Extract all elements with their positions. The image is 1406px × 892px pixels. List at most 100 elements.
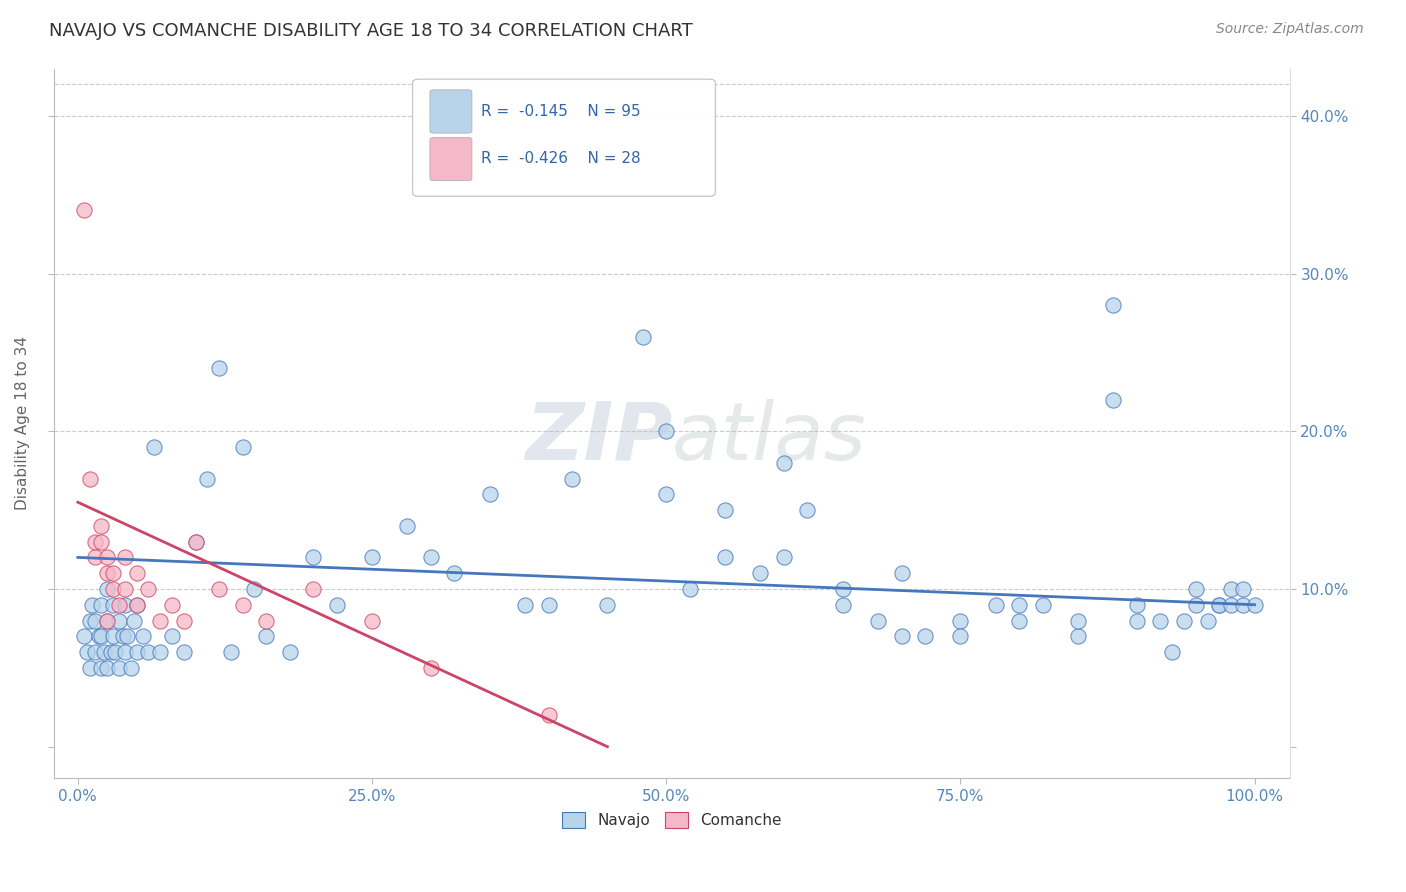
Point (1220, 582, 1243, 596)
Point (149, 614, 172, 628)
Point (90, 519, 112, 533)
Point (96, 550, 118, 565)
Point (361, 550, 384, 565)
FancyBboxPatch shape (412, 79, 716, 196)
Point (96, 614, 118, 628)
Point (96, 582, 118, 596)
FancyBboxPatch shape (430, 90, 472, 133)
Point (984, 598, 1007, 612)
Point (173, 614, 195, 628)
Point (80, 598, 103, 612)
Point (120, 661, 142, 675)
Point (1008, 614, 1031, 628)
Point (84, 645, 107, 659)
Point (1184, 582, 1206, 596)
Point (100, 645, 122, 659)
Point (1232, 598, 1254, 612)
Point (949, 629, 972, 643)
Point (254, 614, 277, 628)
Point (537, 708, 560, 723)
Point (714, 550, 737, 565)
Point (890, 566, 912, 581)
Point (1243, 598, 1265, 612)
Point (1173, 614, 1195, 628)
Point (208, 361, 231, 376)
Text: Source: ZipAtlas.com: Source: ZipAtlas.com (1216, 22, 1364, 37)
Point (254, 629, 277, 643)
Point (1032, 598, 1054, 612)
FancyBboxPatch shape (430, 137, 472, 181)
Point (138, 582, 160, 596)
Point (124, 614, 146, 628)
Point (96, 566, 118, 581)
Point (125, 598, 148, 612)
Point (184, 534, 207, 549)
Point (1008, 598, 1031, 612)
Point (714, 503, 737, 517)
Point (561, 472, 583, 486)
Point (631, 329, 654, 343)
Point (478, 487, 501, 501)
Point (278, 645, 301, 659)
Point (232, 598, 254, 612)
Point (160, 598, 183, 612)
Point (890, 629, 912, 643)
Point (1149, 614, 1171, 628)
Text: R =  -0.426    N = 28: R = -0.426 N = 28 (481, 151, 640, 166)
Point (90, 534, 112, 549)
Point (796, 503, 818, 517)
Point (655, 487, 678, 501)
Point (914, 629, 936, 643)
Point (1126, 598, 1149, 612)
Point (773, 456, 796, 470)
Point (302, 582, 325, 596)
Point (125, 566, 148, 581)
Point (655, 424, 678, 438)
Point (84, 534, 107, 549)
Point (302, 550, 325, 565)
Point (79, 472, 101, 486)
Point (443, 566, 465, 581)
Point (1208, 598, 1230, 612)
Point (1067, 614, 1090, 628)
Point (101, 566, 124, 581)
Point (149, 645, 172, 659)
Point (208, 582, 231, 596)
Point (79, 661, 101, 675)
Point (1102, 298, 1125, 312)
Point (90, 598, 112, 612)
Point (866, 614, 889, 628)
Point (76, 645, 98, 659)
Point (1184, 598, 1206, 612)
Point (101, 629, 124, 643)
Point (125, 645, 148, 659)
Point (243, 582, 266, 596)
Point (114, 550, 136, 565)
Point (749, 566, 772, 581)
Point (1232, 582, 1254, 596)
Point (108, 661, 131, 675)
Point (117, 629, 139, 643)
Point (101, 598, 124, 612)
Point (111, 629, 134, 643)
Point (219, 645, 242, 659)
Point (419, 550, 441, 565)
Point (96, 614, 118, 628)
Point (513, 598, 536, 612)
Point (90, 629, 112, 643)
Point (114, 598, 136, 612)
Point (108, 598, 131, 612)
Point (79, 614, 101, 628)
Point (143, 440, 166, 454)
Text: ZIP: ZIP (524, 399, 672, 476)
Point (125, 598, 148, 612)
Point (96, 661, 118, 675)
Point (104, 645, 127, 659)
Text: R =  -0.145    N = 95: R = -0.145 N = 95 (481, 103, 640, 119)
Point (232, 440, 254, 454)
Point (1067, 629, 1090, 643)
Point (1102, 392, 1125, 407)
Point (195, 472, 218, 486)
Point (131, 629, 153, 643)
Point (679, 582, 702, 596)
